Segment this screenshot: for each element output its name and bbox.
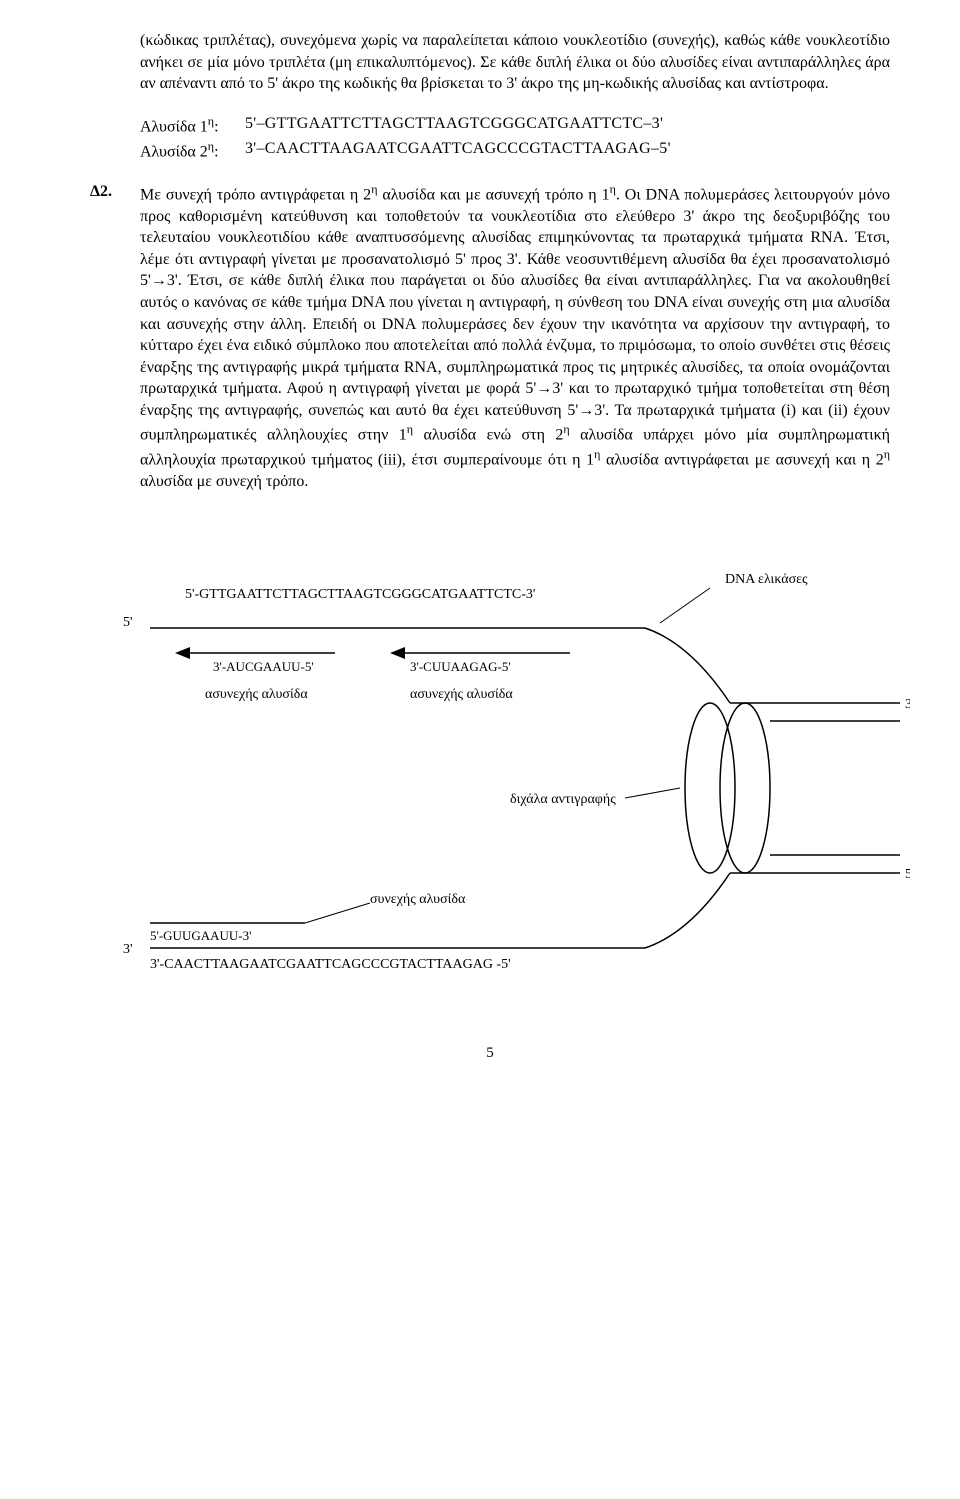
diagram-end-5-left-top: 5' — [123, 615, 133, 630]
diagram-end-5-right-bottom: 5' — [905, 867, 910, 882]
diagram-svg: 5'-GTTGAATTCTTAGCTTAAGTCGGGCATGAATTCTC-3… — [90, 553, 910, 1013]
answer-number: Δ2. — [90, 181, 140, 493]
lagging-label-1: ασυνεχής αλυσίδα — [205, 687, 308, 702]
helicase-label: DNA ελικάσες — [725, 572, 808, 587]
sequence-block: Αλυσίδα 1η: 5'–GTTGAATTCTTAGCTTAAGTCGGGC… — [140, 113, 890, 163]
diagram-top-seq: 5'-GTTGAATTCTTAGCTTAAGTCGGGCATGAATTCTC-3… — [185, 587, 535, 602]
diagram-end-3-right-top: 3' — [905, 697, 910, 712]
chain-1-sequence: 5'–GTTGAATTCTTAGCTTAAGTCGGGCATGAATTCTC–3… — [245, 113, 663, 138]
fork-label: διχάλα αντιγραφής — [510, 792, 616, 807]
paragraph-1: (κώδικας τριπλέτας), συνεχόμενα χωρίς να… — [140, 30, 890, 95]
diagram-bottom-seq: 3'-CAACTTAAGAATCGAATTCAGCCCGTACTTAAGAG -… — [150, 957, 511, 972]
fragment-1-seq: 3'-AUCGAAUU-5' — [213, 659, 314, 674]
answer-delta-2: Δ2. Με συνεχή τρόπο αντιγράφεται η 2η αλ… — [90, 181, 890, 493]
diagram-end-3-left-bottom: 3' — [123, 942, 133, 957]
chain-1-label: Αλυσίδα 1η: — [140, 113, 245, 138]
chain-2-label: Αλυσίδα 2η: — [140, 138, 245, 163]
chain-2-sequence: 3'–CAACTTAAGAATCGAATTCAGCCCGTACTTAAGAG–5… — [245, 138, 671, 163]
lagging-label-2: ασυνεχής αλυσίδα — [410, 687, 513, 702]
page-number: 5 — [90, 1043, 890, 1063]
answer-body: Με συνεχή τρόπο αντιγράφεται η 2η αλυσίδ… — [140, 181, 890, 493]
replication-diagram: 5'-GTTGAATTCTTAGCTTAAGTCGGGCATGAATTCTC-3… — [90, 553, 910, 1013]
paragraph-1-text: (κώδικας τριπλέτας), συνεχόμενα χωρίς να… — [140, 32, 890, 92]
fragment-3-seq: 5'-GUUGAAUU-3' — [150, 928, 251, 943]
fragment-2-seq: 3'-CUUAAGAG-5' — [410, 659, 511, 674]
leading-label: συνεχής αλυσίδα — [370, 892, 466, 907]
